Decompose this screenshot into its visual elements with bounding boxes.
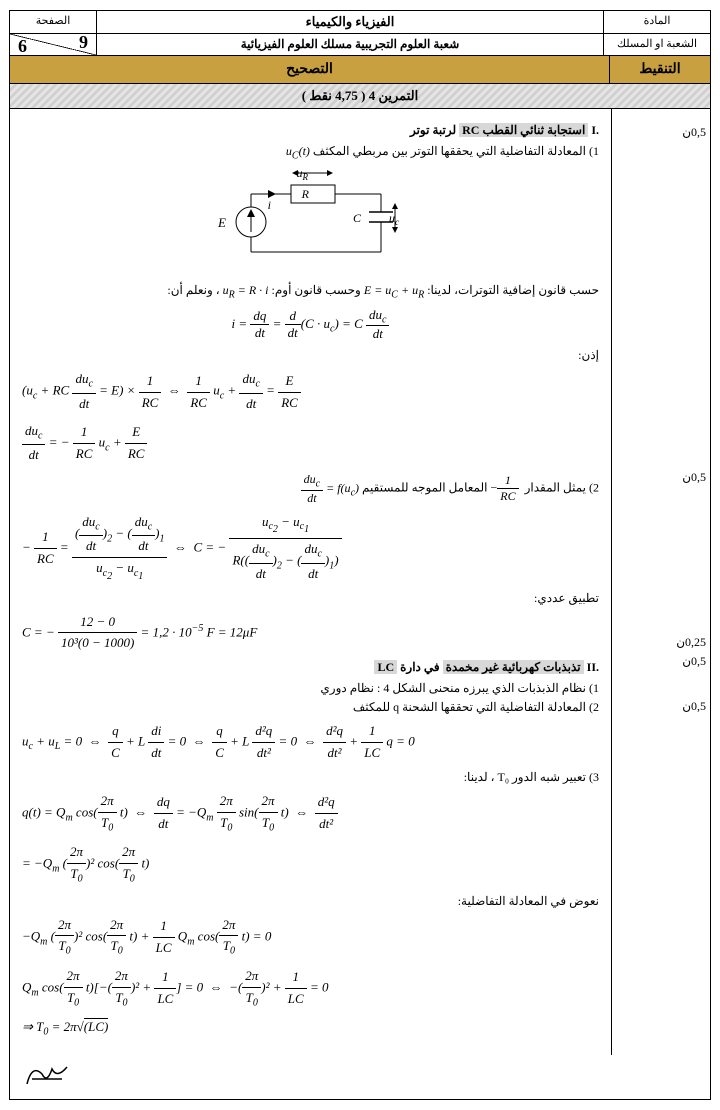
page-bottom: 9 <box>79 32 88 53</box>
law-text: حسب قانون إضافية التوترات، لدينا: E = uC… <box>22 283 599 300</box>
branch: شعبة العلوم التجريبية مسلك العلوم الفيزي… <box>96 34 603 55</box>
pts-3: 0,25ن <box>616 635 706 650</box>
eq-i: i = dqdt = ddt(C · uc) = C ducdt <box>22 307 599 343</box>
pts-1: 0,5ن <box>616 125 706 140</box>
circuit-diagram: R E C uc uR i <box>196 167 426 277</box>
svg-text:R: R <box>300 187 309 201</box>
svg-text:C: C <box>352 211 361 225</box>
result: C = − 12 − 010³(0 − 1000) = 1,2 · 10−5 F… <box>22 612 599 655</box>
q2: 2) يمثل المقدار 1RC − المعامل الموجه للم… <box>22 472 599 505</box>
svg-text:i: i <box>267 198 270 212</box>
deriv2: ducdt = − 1RC uc + ERC <box>22 421 599 466</box>
page-top: 6 <box>18 36 27 57</box>
pts-4: 0,5ن <box>616 654 706 669</box>
s2-q1: 1) نظام الذبذبات الذي يبرزه منحنى الشكل … <box>22 681 599 696</box>
points-header: التنقيط <box>609 56 710 83</box>
subject-label: المادة <box>603 11 710 33</box>
correction-header: التصحيح <box>10 56 609 83</box>
s2-sub: نعوض في المعادلة التفاضلية: <box>22 894 599 909</box>
body-column: .I استجابة ثنائي القطب RC لرتبة توتر 1) … <box>10 109 611 1055</box>
section-1: .I استجابة ثنائي القطب RC لرتبة توتر <box>22 123 599 138</box>
page-number: 6 9 <box>10 34 96 55</box>
page: المادة الفيزياء والكيمياء الصفحة الشعبة … <box>9 10 711 1100</box>
column-headers: التنقيط التصحيح <box>10 56 710 83</box>
page-label: الصفحة <box>10 11 96 33</box>
points-column: 0,5ن 0,5ن 0,25ن 0,5ن 0,5ن <box>611 109 710 1055</box>
svg-text:E: E <box>217 215 226 230</box>
so: إذن: <box>22 348 599 363</box>
deriv3: − 1RC = (ducdt)2 − (ducdt)1uc2 − uc1 ⇔ C… <box>22 512 599 585</box>
s2-eq3: = −Qm (2πT0)² cos(2πT0 t) <box>22 842 599 887</box>
pts-2: 0,5ن <box>616 470 706 485</box>
svg-text:uR: uR <box>296 167 308 182</box>
content: 0,5ن 0,5ن 0,25ن 0,5ن 0,5ن .I استجابة ثنا… <box>10 109 710 1055</box>
s2-eq5: Qm cos(2πT0 t)[−(2πT0)² + 1LC] = 0 ⇔ −(2… <box>22 966 599 1011</box>
s2-eq6: ⇒ T0 = 2π√(LC) <box>22 1017 599 1041</box>
header-row1: المادة الفيزياء والكيمياء الصفحة <box>10 11 710 34</box>
header-row2: الشعبة او المسلك شعبة العلوم التجريبية م… <box>10 34 710 56</box>
pts-5: 0,5ن <box>616 699 706 714</box>
branch-label: الشعبة او المسلك <box>603 34 710 55</box>
s2-eq4: −Qm (2πT0)² cos(2πT0 t) + 1LC Qm cos(2πT… <box>22 915 599 960</box>
exercise-header: التمرين 4 ( 4,75 نقط ) <box>10 83 710 109</box>
section-2: .II تذبذبات كهربائية غير مخمدة في دارة L… <box>22 660 599 675</box>
subject: الفيزياء والكيمياء <box>96 11 603 33</box>
signature <box>10 1055 710 1099</box>
s2-q3: 3) تعبير شبه الدور T₀ ، لدينا: <box>22 770 599 785</box>
deriv1: (uc + RC ducdt = E) × 1RC ⇔ 1RC uc + duc… <box>22 369 599 414</box>
svg-text:uc: uc <box>389 211 399 227</box>
s2-eq2: q(t) = Qm cos(2πT0 t) ⇔ dqdt = −Qm 2πT0 … <box>22 791 599 836</box>
q1: 1) المعادلة التفاضلية التي يحققها التوتر… <box>22 144 599 161</box>
num-app: تطبيق عددي: <box>22 591 599 606</box>
s2-q2: 2) المعادلة التفاضلية التي تحققها الشحنة… <box>22 700 599 715</box>
s2-eq1: uc + uL = 0 ⇔ qC + L didt = 0 ⇔ qC + L d… <box>22 721 599 764</box>
